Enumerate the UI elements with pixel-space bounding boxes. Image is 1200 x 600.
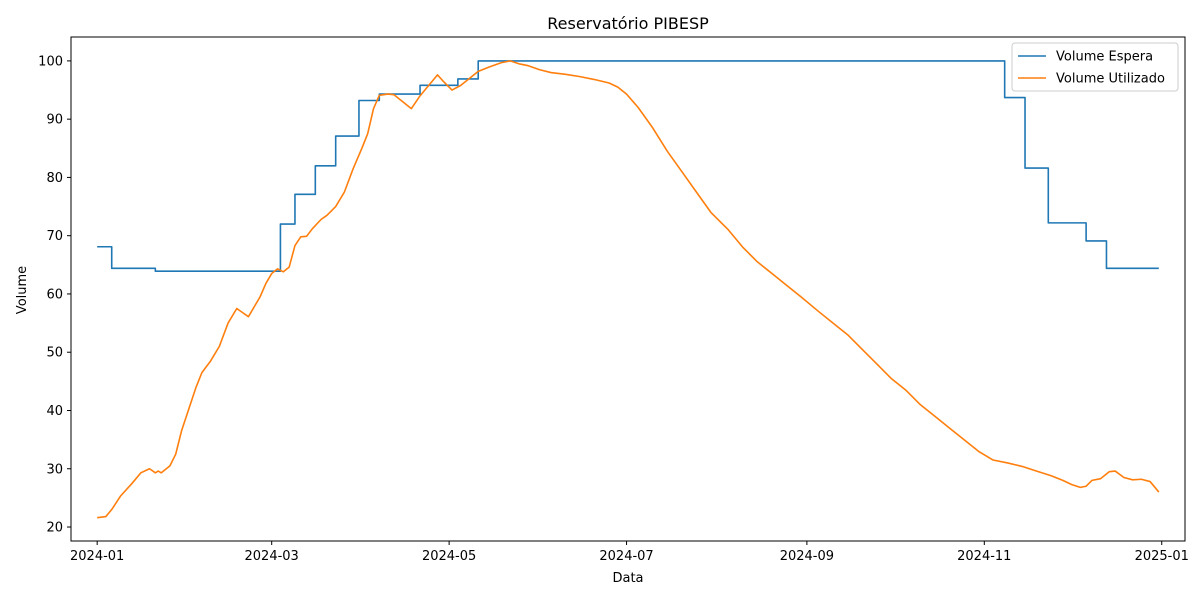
plot-frame bbox=[70, 36, 1186, 542]
x-tick-label: 2024-01 bbox=[70, 549, 124, 564]
legend-label: Volume Utilizado bbox=[1056, 72, 1165, 87]
y-tick-label: 60 bbox=[46, 287, 63, 302]
legend-label: Volume Espera bbox=[1056, 50, 1153, 65]
x-tick-label: 2024-09 bbox=[780, 549, 834, 564]
y-tick-label: 100 bbox=[38, 54, 63, 69]
y-tick-label: 80 bbox=[46, 171, 63, 186]
x-tick-label: 2024-07 bbox=[599, 549, 653, 564]
ticks-layer: 2024-01 2024-03 2024-05 2024-07 2024-09 2024-… bbox=[38, 54, 1189, 564]
y-tick-label: 90 bbox=[46, 113, 63, 128]
y-tick-label: 20 bbox=[46, 521, 63, 536]
legend: Volume Espera Volume Utilizado bbox=[1011, 42, 1179, 92]
y-tick-label: 50 bbox=[46, 346, 63, 361]
series-line-2 bbox=[97, 60, 1160, 519]
y-tick-label: 30 bbox=[46, 462, 63, 477]
x-tick-label: 2024-05 bbox=[422, 549, 476, 564]
series-layer bbox=[97, 60, 1160, 519]
y-tick-label: 40 bbox=[46, 404, 63, 419]
y-axis-label: Volume bbox=[15, 266, 30, 314]
x-tick-label: 2024-11 bbox=[957, 549, 1011, 564]
legend-box bbox=[1011, 42, 1179, 92]
x-axis-label: Data bbox=[612, 571, 643, 586]
series-line-1 bbox=[97, 60, 1159, 273]
y-tick-label: 70 bbox=[46, 229, 63, 244]
chart-title: Reservatório PIBESP bbox=[547, 14, 709, 33]
x-tick-label: 2025-01 bbox=[1135, 549, 1189, 564]
x-tick-label: 2024-03 bbox=[245, 549, 299, 564]
axes-layer bbox=[70, 36, 1186, 542]
